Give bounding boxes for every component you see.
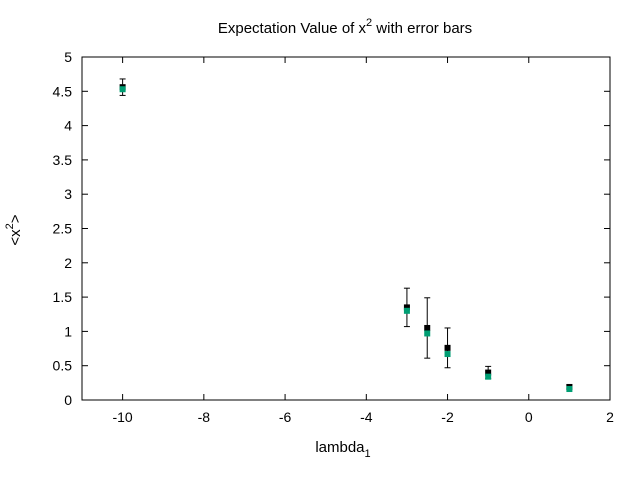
- x-tick-label: 0: [525, 409, 533, 425]
- data-point: [119, 86, 126, 93]
- y-tick-label: 1.5: [53, 289, 73, 305]
- y-tick-label: 4.5: [53, 83, 73, 99]
- data-point: [424, 330, 431, 337]
- plot-frame: [81, 56, 611, 401]
- data-point: [444, 344, 451, 351]
- data-marks: [119, 78, 573, 393]
- data-point: [566, 386, 573, 393]
- y-axis-label: <x2>: [4, 214, 24, 245]
- y-tick-label: 0: [64, 392, 72, 408]
- xlabel-sub: 1: [365, 448, 371, 460]
- x-tick-label: 2: [606, 409, 614, 425]
- xlabel-base: lambda: [315, 439, 365, 456]
- x-tick-label: -4: [360, 409, 373, 425]
- x-tick-label: -10: [112, 409, 132, 425]
- ylabel-pre: <x: [7, 229, 24, 246]
- ylabel-post: >: [7, 214, 24, 223]
- x-tick-label: -2: [441, 409, 454, 425]
- y-tick-label: 3.5: [53, 152, 73, 168]
- data-point: [403, 307, 410, 314]
- y-tick-label: 3: [64, 186, 72, 202]
- x-tick-label: -8: [198, 409, 211, 425]
- data-point: [485, 373, 492, 380]
- x-axis-label: lambda1: [315, 439, 370, 460]
- title-base: Expectation Value of x: [218, 20, 367, 37]
- data-point: [485, 369, 492, 376]
- chart-title: Expectation Value of x2 with error bars: [218, 17, 472, 37]
- y-tick-label: 5: [64, 49, 72, 65]
- data-point: [403, 304, 410, 311]
- y-tick-label: 4: [64, 118, 72, 134]
- y-tick-label: 0.5: [53, 358, 73, 374]
- y-tick-label: 1: [64, 323, 72, 339]
- title-sup: 2: [366, 17, 372, 29]
- ticks: -10 -8 -6 -4 -2 0 2 0 0.5 1 1.5 2 2.5 3 3.5 4 4.5 5: [53, 49, 615, 425]
- ylabel-sup: 2: [4, 223, 16, 229]
- data-point: [424, 324, 431, 331]
- y-tick-label: 2: [64, 255, 72, 271]
- series-1: [119, 78, 573, 390]
- series-2: [119, 86, 573, 393]
- x-tick-label: -6: [279, 409, 292, 425]
- title-rest: with error bars: [372, 20, 472, 37]
- y-tick-label: 2.5: [53, 221, 73, 237]
- data-point: [444, 351, 451, 358]
